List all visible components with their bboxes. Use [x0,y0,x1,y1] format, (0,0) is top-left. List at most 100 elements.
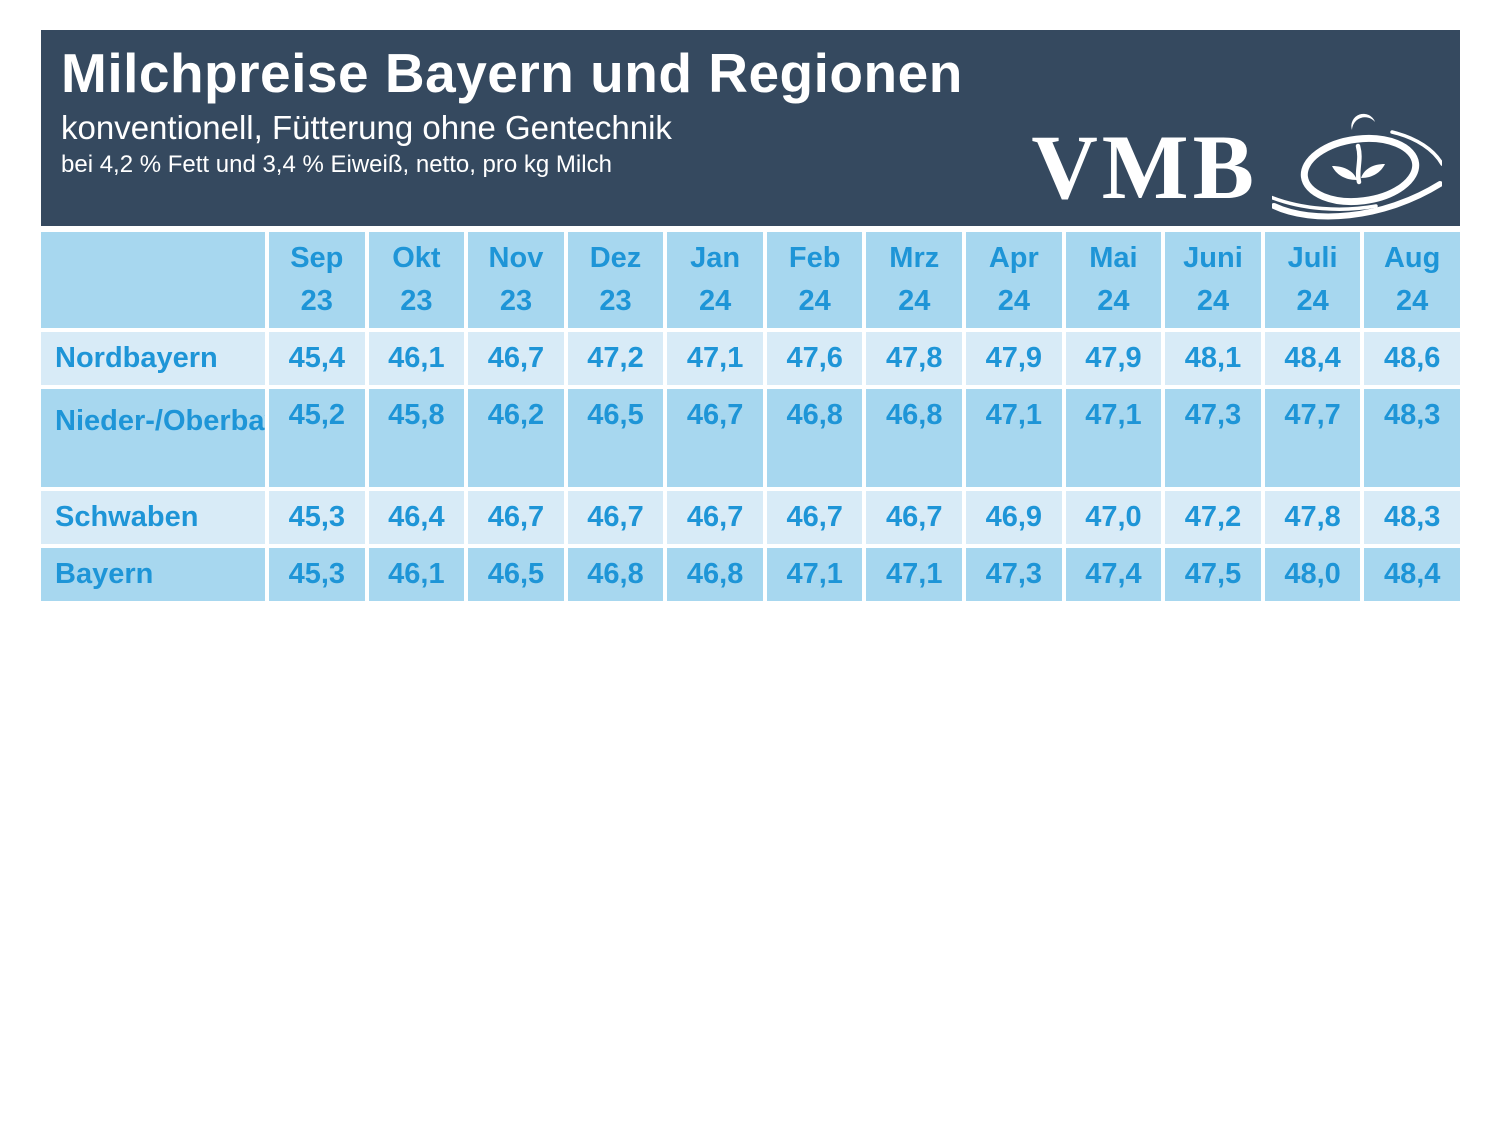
column-month: Nov [488,241,544,274]
price-cell: 47,4 [1065,548,1162,601]
corner-cell [41,232,265,328]
column-year: 24 [698,285,732,317]
price-cell: 47,6 [766,332,863,385]
milk-price-table: Sep 23 Okt 23 Nov 23 Dez 23 Jan 24 Feb 24 Mrz 2… [37,228,1464,605]
price-cell: 46,1 [368,332,465,385]
column-year: 23 [599,285,632,317]
table-header-row: Sep 23 Okt 23 Nov 23 Dez 23 Jan 24 Feb 24 Mrz 2… [41,232,1460,328]
column-header-mai24: Mai 24 [1065,232,1162,328]
price-cell: 47,9 [966,332,1062,385]
column-year: 24 [1196,285,1230,317]
price-cell: 47,1 [866,548,963,601]
column-year: 24 [798,285,831,317]
column-year: 24 [1396,285,1429,317]
row-label: Bayern [41,548,265,601]
price-cell: 46,7 [567,491,664,544]
price-cell: 46,7 [468,491,564,544]
price-cell: 47,2 [567,332,664,385]
price-cell: 46,7 [667,389,763,487]
price-cell: 47,3 [1165,389,1261,487]
price-cell: 46,8 [567,548,664,601]
price-cell: 47,5 [1165,548,1261,601]
column-header-feb24: Feb 24 [766,232,863,328]
vmb-logo: VMB [1031,108,1442,226]
column-month: Apr [988,241,1039,274]
price-cell: 46,9 [966,491,1062,544]
column-header-mrz24: Mrz 24 [866,232,963,328]
column-month: Sep [290,241,344,274]
price-cell: 47,1 [766,548,863,601]
price-cell: 48,3 [1364,491,1460,544]
header-text-block: Milchpreise Bayern und Regionen konventi… [61,42,963,179]
price-cell: 48,1 [1165,332,1261,385]
price-cell: 48,4 [1364,548,1460,601]
price-cell: 46,7 [468,332,564,385]
price-cell: 46,1 [368,548,465,601]
price-cell: 48,4 [1264,332,1361,385]
vmb-swirl-icon [1272,113,1442,220]
price-cell: 46,5 [468,548,564,601]
price-cell: 47,3 [966,548,1062,601]
column-month: Dez [589,241,642,274]
price-cell: 46,8 [766,389,863,487]
price-cell: 46,7 [667,491,763,544]
column-header-okt23: Okt 23 [368,232,465,328]
price-cell: 47,0 [1065,491,1162,544]
column-month: Jan [690,241,741,274]
price-cell: 46,7 [766,491,863,544]
column-header-dez23: Dez 23 [567,232,664,328]
column-month: Juni [1183,241,1243,274]
price-cell: 46,8 [866,389,963,487]
row-label: Nieder-/Oberbayern [41,389,265,487]
column-year: 24 [1296,285,1329,317]
price-cell: 48,0 [1264,548,1361,601]
column-year: 24 [898,285,931,317]
table-row-bayern: Bayern 45,3 46,1 46,5 46,8 46,8 47,1 47,… [41,548,1460,601]
price-cell: 47,8 [866,332,963,385]
page-title: Milchpreise Bayern und Regionen [61,42,963,104]
row-label: Schwaben [41,491,265,544]
column-header-sep23: Sep 23 [269,232,365,328]
column-header-jan24: Jan 24 [667,232,763,328]
vmb-logo-text: VMB [1031,116,1258,218]
column-year: 23 [300,285,333,317]
column-year: 24 [997,285,1030,317]
column-year: 24 [1097,285,1130,317]
price-cell: 48,6 [1364,332,1460,385]
price-cell: 45,2 [269,389,365,487]
column-month: Mai [1089,241,1138,274]
column-header-aug24: Aug 24 [1364,232,1460,328]
column-month: Feb [788,241,841,274]
price-cell: 46,5 [567,389,664,487]
price-cell: 47,2 [1165,491,1261,544]
header-band: Milchpreise Bayern und Regionen konventi… [41,30,1460,226]
price-cell: 45,3 [269,548,365,601]
price-cell: 45,3 [269,491,365,544]
row-label: Nordbayern [41,332,265,385]
column-month: Aug [1383,241,1441,274]
table-row-nordbayern: Nordbayern 45,4 46,1 46,7 47,2 47,1 47,6… [41,332,1460,385]
price-cell: 47,1 [1065,389,1162,487]
price-cell: 47,8 [1264,491,1361,544]
column-month: Mrz [889,241,940,274]
page-subtitle: konventionell, Fütterung ohne Gentechnik [61,109,672,147]
price-cell: 46,7 [866,491,963,544]
price-cell: 48,3 [1364,389,1460,487]
column-year: 23 [400,285,433,317]
column-header-apr24: Apr 24 [966,232,1062,328]
price-cell: 46,2 [468,389,564,487]
price-cell: 47,1 [966,389,1062,487]
price-cell: 47,7 [1264,389,1361,487]
table-row-schwaben: Schwaben 45,3 46,4 46,7 46,7 46,7 46,7 4… [41,491,1460,544]
page-note: bei 4,2 % Fett und 3,4 % Eiweiß, netto, … [61,151,612,179]
column-month: Okt [392,241,441,274]
table-row-nieder-oberbayern: Nieder-/Oberbayern 45,2 45,8 46,2 46,5 4… [41,389,1460,487]
price-cell: 45,4 [269,332,365,385]
price-cell: 45,8 [368,389,465,487]
column-header-nov23: Nov 23 [468,232,564,328]
column-year: 23 [499,285,533,317]
column-month: Juli [1287,241,1338,274]
price-cell: 46,4 [368,491,465,544]
price-cell: 47,9 [1065,332,1162,385]
